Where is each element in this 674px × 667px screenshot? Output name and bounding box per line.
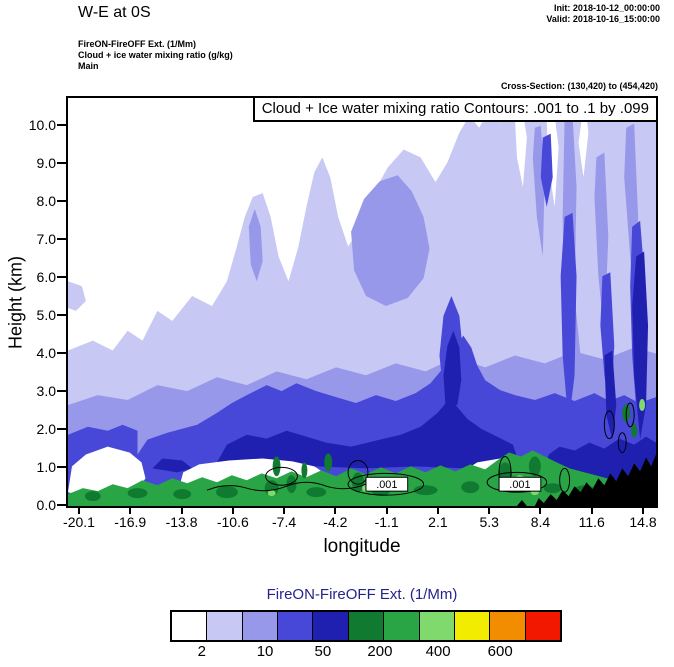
x-tick-label: -20.1 xyxy=(63,514,95,530)
y-tick xyxy=(57,504,66,506)
contour-label-box xyxy=(365,476,409,492)
x-tick xyxy=(129,508,132,514)
y-tick-label: 9.0 xyxy=(36,155,56,171)
x-tick-label: -16.9 xyxy=(114,514,147,530)
colorbar-cell xyxy=(207,612,243,640)
y-tick xyxy=(57,390,66,392)
colorbar-cell xyxy=(348,612,385,640)
x-tick xyxy=(231,508,234,514)
colorbar-tick-label: 200 xyxy=(367,643,393,660)
colorbar-tick-label: 50 xyxy=(314,643,332,660)
field-description: FireON-FireOFF Ext. (1/Mm) Cloud + ice w… xyxy=(78,39,233,72)
colorbar-cell xyxy=(313,612,349,640)
mixing-ratio-contour-lines xyxy=(206,402,635,496)
colorbar-cell xyxy=(278,612,314,640)
colorbar-cell xyxy=(525,612,560,640)
y-tick xyxy=(57,466,66,468)
x-tick-label: 11.6 xyxy=(578,514,605,530)
y-tick xyxy=(57,428,66,430)
x-tick-label: -10.6 xyxy=(216,514,249,530)
field-line-2: Cloud + ice water mixing ratio (g/kg) xyxy=(78,50,233,60)
x-tick xyxy=(180,508,183,514)
x-tick-label: 5.3 xyxy=(479,514,499,530)
y-tick-label: 5.0 xyxy=(36,307,56,323)
y-tick-label: 8.0 xyxy=(36,193,56,209)
y-tick xyxy=(57,200,66,202)
y-tick xyxy=(57,238,66,240)
plot-inner-title: Cloud + Ice water mixing ratio Contours:… xyxy=(252,98,656,122)
x-tick-label: -7.4 xyxy=(272,514,297,530)
y-tick-label: 7.0 xyxy=(36,231,56,247)
y-tick xyxy=(57,352,66,354)
colorbar-tick-labels: 2 10 50 200 400 600 xyxy=(170,643,558,661)
colorbar-tick-label: 400 xyxy=(425,643,451,660)
init-valid-times: Init: 2018-10-12_00:00:00 Valid: 2018-10… xyxy=(546,3,660,25)
y-tick-marks xyxy=(57,96,66,508)
colorbar xyxy=(170,610,562,642)
x-tick-label: 8.4 xyxy=(530,514,551,530)
colorbar-tick-label: 600 xyxy=(487,643,513,660)
y-tick xyxy=(57,276,66,278)
y-tick-label: 10.0 xyxy=(28,117,56,133)
colorbar-cell xyxy=(454,612,491,640)
y-tick xyxy=(57,124,66,126)
colorbar-cell xyxy=(490,612,526,640)
contour-label: .001 xyxy=(376,479,397,491)
valid-time: Valid: 2018-10-16_15:00:00 xyxy=(546,14,660,24)
field-line-3: Main xyxy=(78,61,99,71)
x-tick-marks xyxy=(66,508,658,514)
colorbar-tick-label: 2 xyxy=(197,643,206,660)
x-tick-labels: -20.1 -16.9 -13.8 -10.6 -7.4 -4.2 -1.1 2.1 5.3 8.… xyxy=(63,514,658,530)
x-tick-label: -1.1 xyxy=(374,514,399,530)
x-tick xyxy=(488,508,491,514)
colorbar-cell xyxy=(419,612,455,640)
x-tick xyxy=(436,508,439,514)
x-tick-label: 2.1 xyxy=(428,514,448,530)
x-tick-label: 14.8 xyxy=(629,514,657,530)
x-tick xyxy=(539,508,542,514)
x-tick xyxy=(385,508,388,514)
y-tick xyxy=(57,314,66,316)
contour-label: .001 xyxy=(509,479,530,491)
x-tick xyxy=(78,508,80,514)
colorbar-cell xyxy=(172,612,208,640)
x-tick-label: -13.8 xyxy=(165,514,198,530)
x-tick xyxy=(642,508,644,514)
y-tick-label: 0.0 xyxy=(36,497,56,513)
cross-section-coords: Cross-Section: (130,420) to (454,420) xyxy=(500,81,658,91)
contour-label-box xyxy=(498,476,542,492)
x-tick xyxy=(283,508,286,514)
y-tick-label: 3.0 xyxy=(36,383,56,399)
field-line-1: FireON-FireOFF Ext. (1/Mm) xyxy=(78,39,197,49)
colorbar-title: FireON-FireOFF Ext. (1/Mm) xyxy=(266,586,458,603)
contour-labels: .001 .001 xyxy=(365,476,542,492)
colorbar-tick-label: 10 xyxy=(256,643,274,660)
colorbar-cell xyxy=(384,612,420,640)
terrain-silhouette xyxy=(516,454,656,506)
page-title: W-E at 0S xyxy=(78,4,151,21)
x-tick xyxy=(334,508,337,514)
plot-frame: .001 .001 Cloud + Ice water mixing ratio… xyxy=(66,96,658,508)
y-tick-label: 6.0 xyxy=(36,269,56,285)
contour-field-plot: .001 .001 xyxy=(68,98,656,506)
y-tick-label: 4.0 xyxy=(36,345,56,361)
x-tick xyxy=(590,508,593,514)
y-tick-labels: 0.0 1.0 2.0 3.0 4.0 5.0 6.0 7.0 8.0 9.0 10.0 xyxy=(16,96,56,513)
y-tick-label: 1.0 xyxy=(36,459,56,475)
x-tick-label: -4.2 xyxy=(323,514,348,530)
colorbar-cell xyxy=(242,612,279,640)
init-time: Init: 2018-10-12_00:00:00 xyxy=(553,3,660,13)
x-axis-label: longitude xyxy=(323,536,401,557)
y-tick xyxy=(57,162,66,164)
y-tick-label: 2.0 xyxy=(36,421,56,437)
